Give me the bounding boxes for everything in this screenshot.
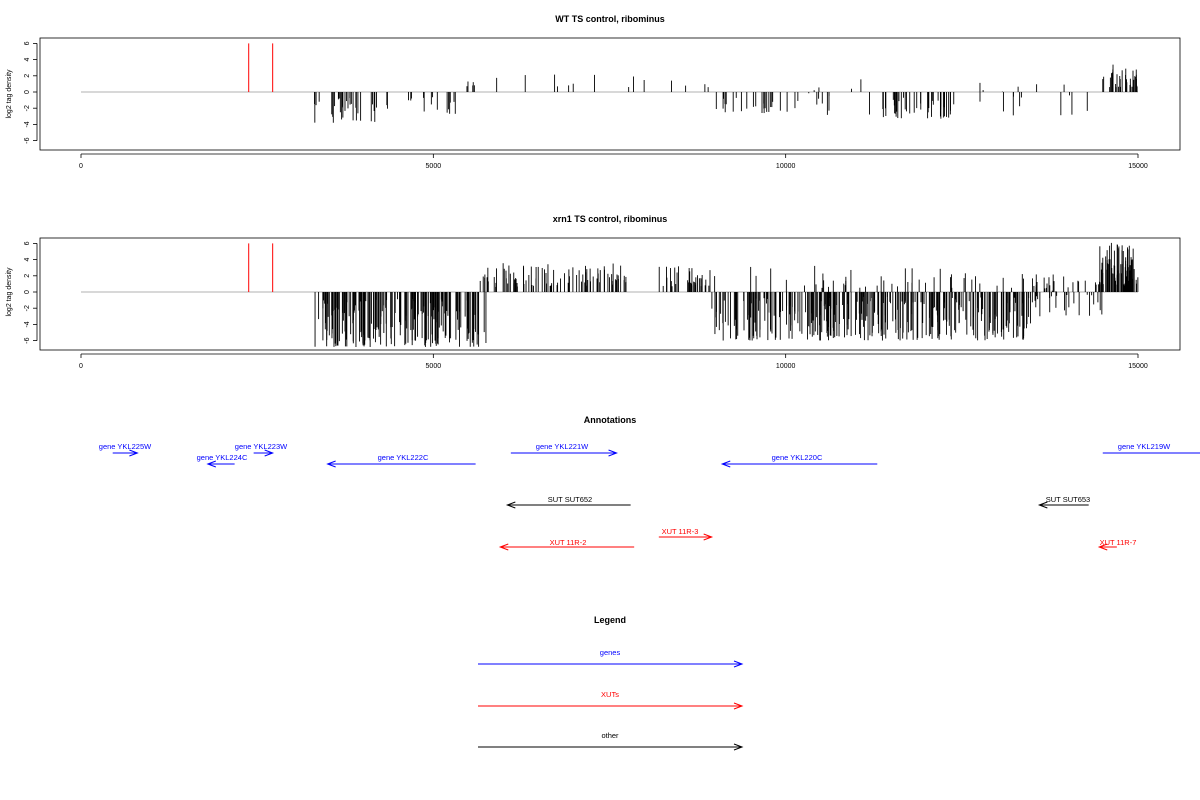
- wt-ylabel: log2 tag density: [6, 69, 13, 119]
- wt-y-tick-label: 2: [24, 74, 31, 78]
- wt-x-tick-label: 5000: [426, 163, 442, 170]
- annotation-arrow-head: [498, 543, 509, 551]
- wt-y-tick-label: -4: [24, 121, 31, 127]
- annotation-label: gene YKL225W: [99, 442, 152, 451]
- annotation-sut-sut653: SUT SUT653: [1037, 495, 1090, 509]
- annotation-label: XUT 11R-2: [550, 538, 587, 547]
- legend-label: XUTs: [601, 690, 619, 699]
- xrn1-track-panel: xrn1 TS control, ribominus log2 tag dens…: [6, 214, 1181, 370]
- wt-y-tick-label: -2: [24, 105, 31, 111]
- annotation-arrow-head: [1037, 501, 1048, 509]
- annotation-arrow-head: [720, 460, 731, 468]
- xrn1-x-tick-label: 15000: [1128, 363, 1148, 370]
- legend-label: other: [601, 731, 619, 740]
- annotation-arrow-head: [206, 460, 217, 468]
- wt-y-tick-label: 6: [24, 41, 31, 45]
- wt-x-tick-label: 0: [79, 163, 83, 170]
- legend-label: genes: [600, 648, 621, 657]
- wt-y-tick-label: -6: [24, 137, 31, 143]
- annotation-label: SUT SUT652: [548, 495, 592, 504]
- wt-bars: [81, 43, 1138, 123]
- annotation-label: gene YKL223W: [235, 442, 288, 451]
- annotation-label: SUT SUT653: [1046, 495, 1090, 504]
- xrn1-track-title: xrn1 TS control, ribominus: [553, 214, 668, 224]
- annotation-label: gene YKL221W: [536, 442, 589, 451]
- wt-track-title: WT TS control, ribominus: [555, 14, 665, 24]
- annotation-arrow-head: [1097, 543, 1108, 551]
- xrn1-ylabel: log2 tag density: [6, 267, 13, 317]
- legend-arrow-head: [733, 660, 744, 668]
- annotation-xut-11r-3: XUT 11R-3: [658, 527, 714, 541]
- legend-item-xut: XUTs: [478, 690, 744, 710]
- xrn1-y-tick-label: -6: [24, 337, 31, 343]
- legend-item-other: other: [478, 731, 744, 751]
- xrn1-y-tick-label: -2: [24, 305, 31, 311]
- legend-title: Legend: [594, 615, 626, 625]
- wt-x-tick-label: 15000: [1128, 163, 1148, 170]
- annotation-gene-ykl220c: gene YKL220C: [720, 453, 878, 468]
- xrn1-bars: [81, 242, 1139, 348]
- wt-y-tick-label: 0: [24, 90, 31, 94]
- annotation-sut-sut652: SUT SUT652: [505, 495, 631, 509]
- annotation-gene-ykl219w: gene YKL219W: [1102, 442, 1200, 454]
- annotation-label: XUT 11R-7: [1100, 538, 1137, 547]
- xrn1-y-tick-label: -4: [24, 321, 31, 327]
- annotation-gene-ykl221w: gene YKL221W: [510, 442, 618, 457]
- xrn1-y-tick-label: 6: [24, 241, 31, 245]
- annotation-label: gene YKL222C: [378, 453, 429, 462]
- legend-arrow-head: [733, 702, 744, 710]
- annotation-label: XUT 11R-3: [662, 527, 699, 536]
- annotations-title: Annotations: [584, 415, 637, 425]
- xrn1-x-tick-label: 0: [79, 363, 83, 370]
- legend: genes XUTs other: [478, 648, 744, 751]
- annotation-arrows: gene YKL225W gene YKL224C gene YKL223W gene…: [99, 442, 1200, 551]
- wt-x-tick-label: 10000: [776, 163, 796, 170]
- annotation-xut-11r-2: XUT 11R-2: [498, 538, 635, 551]
- annotation-gene-ykl224c: gene YKL224C: [197, 453, 248, 468]
- xrn1-x-tick-label: 10000: [776, 363, 796, 370]
- wt-axes: -6 -4 -2 0 2 4 6 0 5000 10000 15000: [24, 41, 1148, 170]
- xrn1-y-tick-label: 2: [24, 274, 31, 278]
- legend-item-gene: genes: [478, 648, 744, 668]
- wt-plot-frame: [39, 37, 1181, 151]
- annotation-label: gene YKL224C: [197, 453, 248, 462]
- annotation-arrow-head: [326, 460, 336, 468]
- xrn1-plot-frame: [39, 237, 1181, 351]
- legend-arrow-head: [733, 743, 744, 751]
- annotation-label: gene YKL219W: [1118, 442, 1171, 451]
- annotation-gene-ykl223w: gene YKL223W: [235, 442, 288, 457]
- xrn1-y-tick-label: 0: [24, 290, 31, 294]
- annotation-arrow-head: [703, 533, 714, 541]
- xrn1-axes: -6 -4 -2 0 2 4 6 0 5000 10000 15000: [24, 241, 1148, 370]
- annotation-arrow-head: [505, 501, 516, 509]
- annotation-label: gene YKL220C: [772, 453, 823, 462]
- wt-track-panel: WT TS control, ribominus log2 tag densit…: [6, 14, 1181, 170]
- annotation-arrow-head: [129, 449, 139, 457]
- annotation-gene-ykl225w: gene YKL225W: [99, 442, 152, 457]
- annotation-arrow-head: [264, 449, 275, 457]
- annotation-xut-11r-7: XUT 11R-7: [1097, 538, 1137, 551]
- annotation-gene-ykl222c: gene YKL222C: [326, 453, 476, 468]
- xrn1-x-tick-label: 5000: [426, 363, 442, 370]
- xrn1-y-tick-label: 4: [24, 258, 31, 262]
- annotation-arrow-head: [608, 449, 618, 457]
- wt-y-tick-label: 4: [24, 58, 31, 62]
